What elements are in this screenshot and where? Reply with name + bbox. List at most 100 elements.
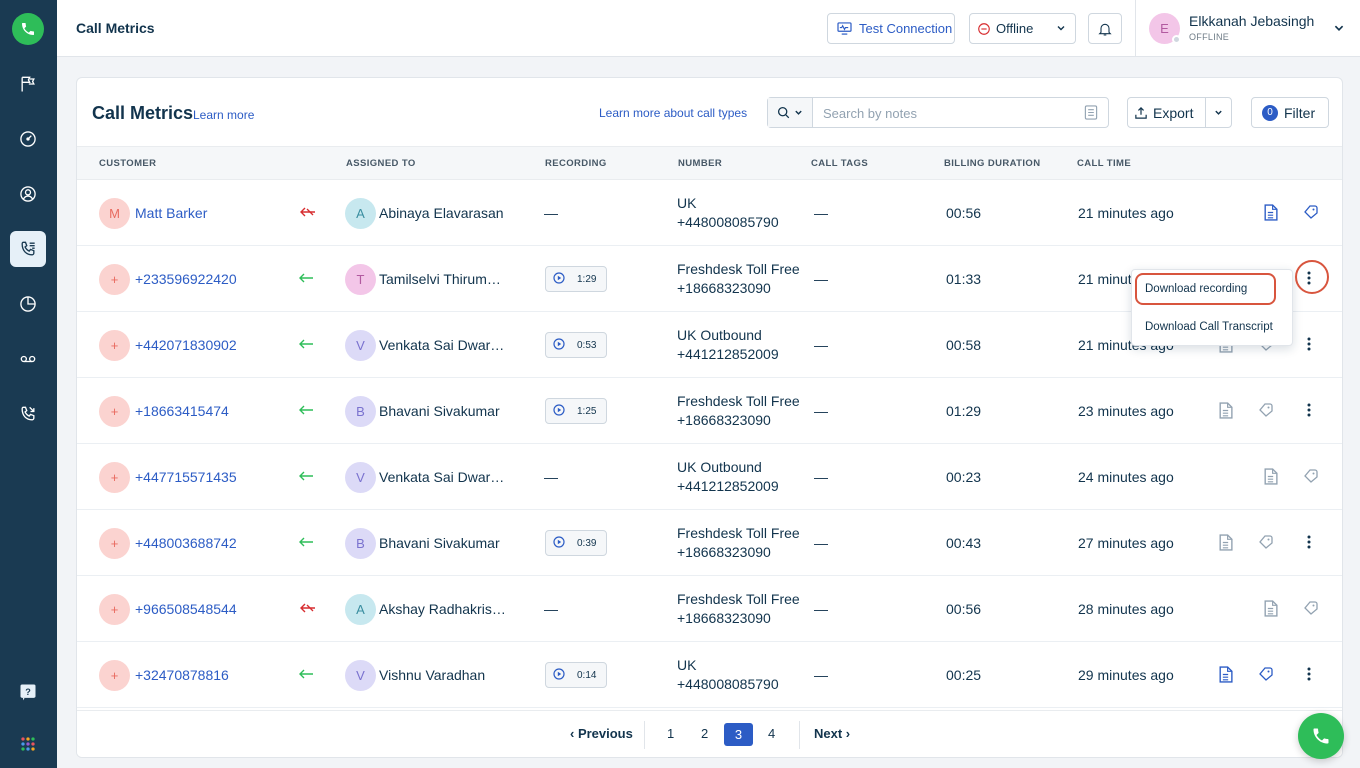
customer-avatar: + <box>99 594 130 625</box>
play-recording-button[interactable]: 1:25 <box>545 398 607 424</box>
previous-page-button[interactable]: ‹ Previous <box>570 726 633 741</box>
test-connection-button[interactable]: Test Connection <box>827 13 955 44</box>
call-time: 29 minutes ago <box>1078 667 1174 683</box>
next-page-button[interactable]: Next › <box>814 726 851 741</box>
page-1-button[interactable]: 1 <box>667 726 675 741</box>
phone-number: +18668323090 <box>677 412 771 428</box>
table-row[interactable]: + +32470878816 V Vishnu Varadhan 0:14 UK +4480… <box>77 642 1342 708</box>
user-avatar-initial: E <box>1160 21 1169 36</box>
page-2-button[interactable]: 2 <box>701 726 709 741</box>
transcript-icon[interactable] <box>1260 466 1280 486</box>
table-row[interactable]: + +442071830902 V Venkata Sai Dwarakanath 0:… <box>77 312 1342 378</box>
user-avatar[interactable]: E <box>1149 13 1181 44</box>
play-recording-button[interactable]: 0:14 <box>545 662 607 688</box>
recording-length: 0:53 <box>577 339 597 351</box>
play-recording-button[interactable]: 1:29 <box>545 266 607 292</box>
transcript-icon[interactable] <box>1260 202 1280 222</box>
card-title: Call Metrics <box>92 103 194 123</box>
page-3-button[interactable]: 3 <box>724 723 753 746</box>
user-name[interactable]: Elkkanah Jebasingh <box>1189 13 1315 29</box>
call-fab-button[interactable] <box>1298 713 1344 759</box>
customer-initial: + <box>110 338 119 353</box>
learn-more-call-types-link[interactable]: Learn more about call types <box>599 106 748 120</box>
table-row[interactable]: M Matt Barker A Abinaya Elavarasan — UK +44800… <box>77 180 1342 246</box>
customer-link[interactable]: +18663415474 <box>135 403 229 419</box>
number-label: UK Outbound <box>677 327 762 343</box>
download-transcript-item[interactable]: Download Call Transcript <box>1145 321 1273 333</box>
tag-icon[interactable] <box>1301 598 1321 618</box>
customer-link[interactable]: +448003688742 <box>135 535 237 551</box>
chevron-down-icon <box>1057 26 1065 31</box>
call-log-icon[interactable] <box>10 231 46 267</box>
tag-icon[interactable] <box>1256 664 1276 684</box>
tag-icon[interactable] <box>1301 202 1321 222</box>
customer-link[interactable]: +447715571435 <box>135 469 237 485</box>
customer-link[interactable]: Matt Barker <box>135 205 208 221</box>
recording-empty: — <box>544 205 558 221</box>
number-label: Freshdesk Toll Free <box>677 261 800 277</box>
export-dropdown[interactable] <box>1206 108 1231 117</box>
table-row[interactable]: + +447715571435 V Venkata Sai Dwarakanath — U… <box>77 444 1342 510</box>
more-options-icon[interactable] <box>1299 532 1319 552</box>
callback-icon[interactable] <box>10 396 46 432</box>
flag-icon[interactable] <box>10 66 46 102</box>
call-metrics-card: Call Metrics Learn more Learn more about… <box>76 77 1343 758</box>
customer-link[interactable]: +966508548544 <box>135 601 237 617</box>
tag-icon[interactable] <box>1256 532 1276 552</box>
phone-logo-icon[interactable] <box>12 13 44 45</box>
agent-name: Bhavani Sivakumar <box>379 535 500 551</box>
agent-initial: B <box>356 536 365 551</box>
customer-avatar: + <box>99 330 130 361</box>
customer-link[interactable]: +32470878816 <box>135 667 229 683</box>
recording-empty: — <box>544 469 558 485</box>
chevron-down-icon <box>1215 110 1222 115</box>
status-select[interactable]: Offline <box>969 13 1076 44</box>
customer-avatar: + <box>99 462 130 493</box>
contact-icon[interactable] <box>10 176 46 212</box>
voicemail-icon[interactable] <box>10 341 46 377</box>
search-input[interactable]: Search by notes <box>823 106 917 121</box>
table-row[interactable]: + +966508548544 A Akshay Radhakrishnan — Fres… <box>77 576 1342 642</box>
phone-number: +448008085790 <box>677 214 779 230</box>
customer-initial: + <box>110 404 119 419</box>
export-button[interactable]: Export <box>1127 97 1232 128</box>
learn-more-link[interactable]: Learn more <box>193 108 255 122</box>
user-menu-chevron-icon[interactable] <box>1333 22 1345 34</box>
customer-link[interactable]: +233596922420 <box>135 271 237 287</box>
more-options-icon[interactable] <box>1299 400 1319 420</box>
play-recording-button[interactable]: 0:53 <box>545 332 607 358</box>
apps-icon[interactable] <box>10 726 46 762</box>
missed-call-icon <box>298 205 316 221</box>
billing-duration: 00:25 <box>946 667 982 683</box>
filter-button[interactable]: 0 Filter <box>1251 97 1329 128</box>
customer-link[interactable]: +442071830902 <box>135 337 237 353</box>
export-main[interactable]: Export <box>1128 98 1206 127</box>
agent-avatar: T <box>345 264 376 295</box>
call-time: 28 minutes ago <box>1078 601 1174 617</box>
notifications-button[interactable] <box>1088 13 1122 44</box>
transcript-icon[interactable] <box>1260 598 1280 618</box>
play-recording-button[interactable]: 0:39 <box>545 530 607 556</box>
download-recording-item[interactable]: Download recording <box>1145 283 1248 295</box>
table-row[interactable]: + +448003688742 B Bhavani Sivakumar 0:39 Fres… <box>77 510 1342 576</box>
table-row[interactable]: + +18663415474 B Bhavani Sivakumar 1:25 Fresh… <box>77 378 1342 444</box>
more-options-icon[interactable] <box>1299 664 1319 684</box>
tag-icon[interactable] <box>1256 400 1276 420</box>
play-icon <box>553 403 565 419</box>
number-label: UK <box>677 657 697 673</box>
page-4-button[interactable]: 4 <box>768 726 776 741</box>
agent-name: Vishnu Varadhan <box>379 667 486 683</box>
phone-number: +18668323090 <box>677 544 771 560</box>
more-options-icon[interactable] <box>1299 334 1319 354</box>
transcript-icon[interactable] <box>1215 532 1235 552</box>
transcript-icon[interactable] <box>1215 400 1235 420</box>
transcript-icon[interactable] <box>1215 664 1235 684</box>
incoming-call-icon <box>298 535 314 551</box>
analytics-icon[interactable] <box>10 286 46 322</box>
search-scope-button[interactable] <box>768 98 813 127</box>
tag-icon[interactable] <box>1301 466 1321 486</box>
dashboard-icon[interactable] <box>10 121 46 157</box>
incoming-call-icon <box>298 337 314 353</box>
help-icon[interactable]: ? <box>10 674 46 710</box>
column-header: ASSIGNED TO <box>346 158 416 169</box>
